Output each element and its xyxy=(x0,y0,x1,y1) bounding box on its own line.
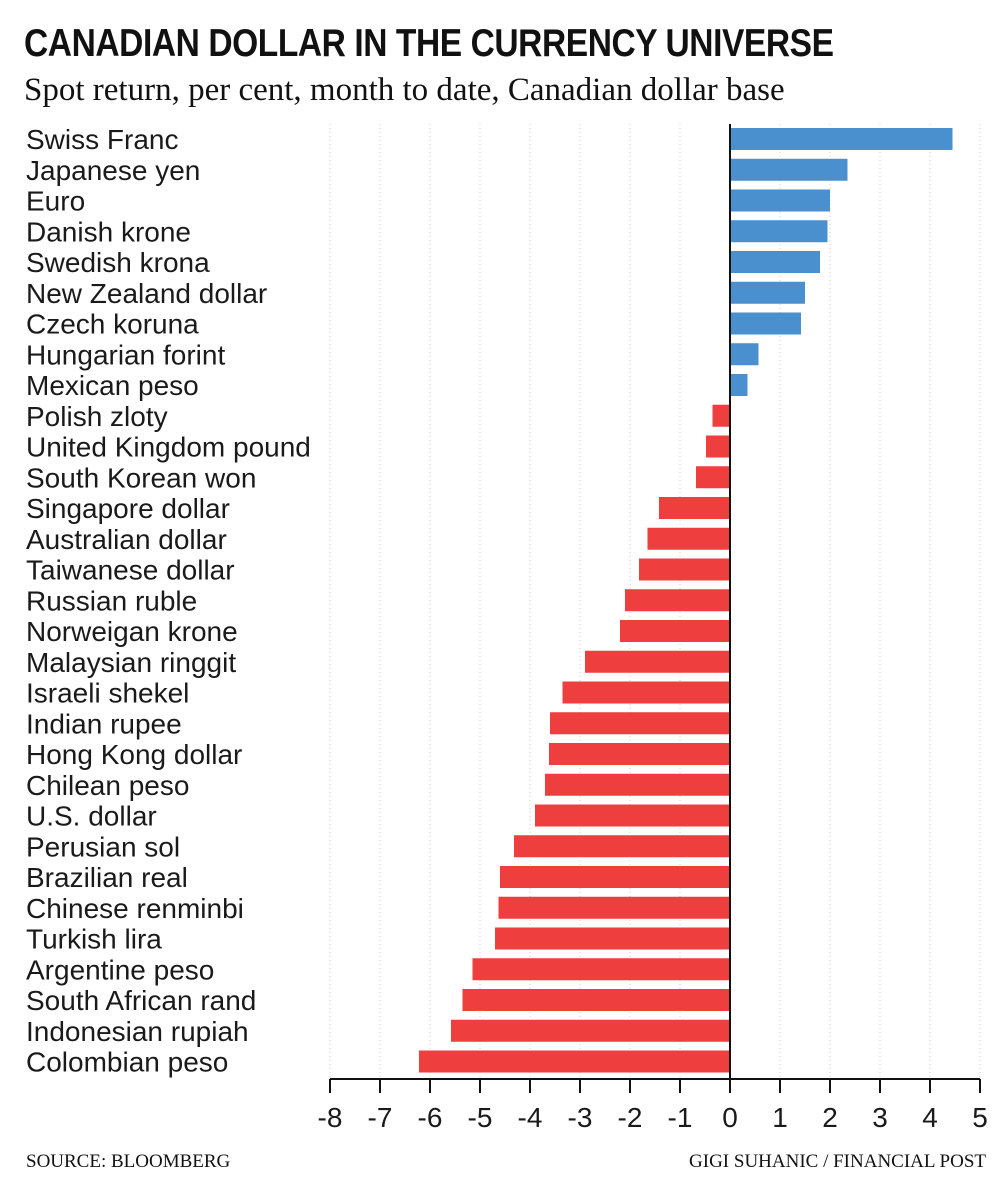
category-label: Singapore dollar xyxy=(26,493,230,524)
category-label: Australian dollar xyxy=(26,524,227,555)
bar-taiwanese-dollar xyxy=(639,558,730,581)
x-tick-label: 3 xyxy=(872,1102,888,1133)
bar-polish-zloty xyxy=(712,404,730,427)
category-label: Hong Kong dollar xyxy=(26,739,242,770)
bar-swedish-krona xyxy=(730,251,820,273)
x-tick-label: -7 xyxy=(368,1102,393,1133)
bar-argentine-peso xyxy=(472,958,730,981)
x-tick-label: 1 xyxy=(772,1102,788,1133)
bar-japanese-yen xyxy=(730,158,848,181)
bar-united-kingdom-pound xyxy=(706,435,730,458)
bar-hungarian-forint xyxy=(730,343,759,366)
category-label: Norweigan krone xyxy=(26,616,238,647)
x-tick-label: 5 xyxy=(972,1102,988,1133)
category-label: U.S. dollar xyxy=(26,801,157,832)
bars xyxy=(419,128,953,1073)
category-label: Swiss Franc xyxy=(26,124,178,155)
category-label: Malaysian ringgit xyxy=(26,647,236,678)
bar-israeli-shekel xyxy=(562,681,730,704)
bar-malaysian-ringgit xyxy=(585,650,730,673)
bar-indonesian-rupiah xyxy=(451,1019,730,1042)
x-tick-label: -1 xyxy=(668,1102,693,1133)
category-label: Japanese yen xyxy=(26,155,200,186)
bar-australian-dollar xyxy=(647,527,730,550)
category-label: Swedish krona xyxy=(26,247,210,278)
category-label: South Korean won xyxy=(26,462,256,493)
category-label: Hungarian forint xyxy=(26,339,225,370)
category-label: South African rand xyxy=(26,985,256,1016)
bar-chilean-peso xyxy=(545,773,730,796)
bar-swiss-franc xyxy=(730,128,953,150)
category-label: Czech koruna xyxy=(26,309,199,340)
category-label: Brazilian real xyxy=(26,862,188,893)
bar-danish-krone xyxy=(730,220,828,243)
x-tick-label: -6 xyxy=(418,1102,443,1133)
source-note: SOURCE: BLOOMBERG xyxy=(26,1151,231,1172)
category-label: Mexican peso xyxy=(26,370,199,401)
bar-singapore-dollar xyxy=(659,497,730,519)
category-label: Polish zloty xyxy=(26,401,168,432)
bar-south-korean-won xyxy=(696,466,730,489)
bar-russian-ruble xyxy=(625,589,730,612)
category-label: Taiwanese dollar xyxy=(26,555,235,586)
x-tick-label: -5 xyxy=(468,1102,493,1133)
bar-brazilian-real xyxy=(500,866,730,888)
bar-turkish-lira xyxy=(495,927,730,950)
bar-norweigan-krone xyxy=(620,620,730,642)
category-label: Chinese renminbi xyxy=(26,893,244,924)
category-label: Israeli shekel xyxy=(26,678,189,709)
x-tick-label: 4 xyxy=(922,1102,938,1133)
category-label: Chilean peso xyxy=(26,770,189,801)
bar-colombian-peso xyxy=(419,1050,730,1073)
category-label: Euro xyxy=(26,186,85,217)
category-label: Perusian sol xyxy=(26,831,180,862)
x-tick-label: 0 xyxy=(722,1102,738,1133)
category-label: Turkish lira xyxy=(26,924,162,955)
category-label: Danish krone xyxy=(26,216,191,247)
bar-chinese-renminbi xyxy=(498,896,730,919)
bar-perusian-sol xyxy=(514,835,730,858)
bar-mexican-peso xyxy=(730,374,748,396)
category-label: New Zealand dollar xyxy=(26,278,267,309)
chart-subtitle: Spot return, per cent, month to date, Ca… xyxy=(24,72,785,108)
x-axis: -8 -7 -6 -5 -4 -3 -2 -1 0 1 2 3 4 5 xyxy=(318,124,988,1133)
category-label: Russian ruble xyxy=(26,585,197,616)
category-label: United Kingdom pound xyxy=(26,432,311,463)
chart-title: CANADIAN DOLLAR IN THE CURRENCY UNIVERSE xyxy=(24,22,834,65)
bar-hong-kong-dollar xyxy=(549,743,730,765)
category-label: Indonesian rupiah xyxy=(26,1016,249,1047)
x-tick-label: -4 xyxy=(518,1102,543,1133)
bar-new-zealand-dollar xyxy=(730,281,805,304)
credit-note: GIGI SUHANIC / FINANCIAL POST xyxy=(689,1151,986,1172)
category-label: Argentine peso xyxy=(26,954,214,985)
bar-south-african-rand xyxy=(462,989,730,1011)
x-tick-label: -2 xyxy=(618,1102,643,1133)
bar-indian-rupee xyxy=(550,712,730,735)
category-label: Indian rupee xyxy=(26,708,182,739)
x-tick-label: 2 xyxy=(822,1102,838,1133)
x-tick-label: -3 xyxy=(568,1102,593,1133)
bar-u-s-dollar xyxy=(535,804,730,827)
x-tick-label: -8 xyxy=(318,1102,343,1133)
bar-czech-koruna xyxy=(730,312,801,335)
category-label: Colombian peso xyxy=(26,1047,228,1078)
bar-euro xyxy=(730,189,830,212)
